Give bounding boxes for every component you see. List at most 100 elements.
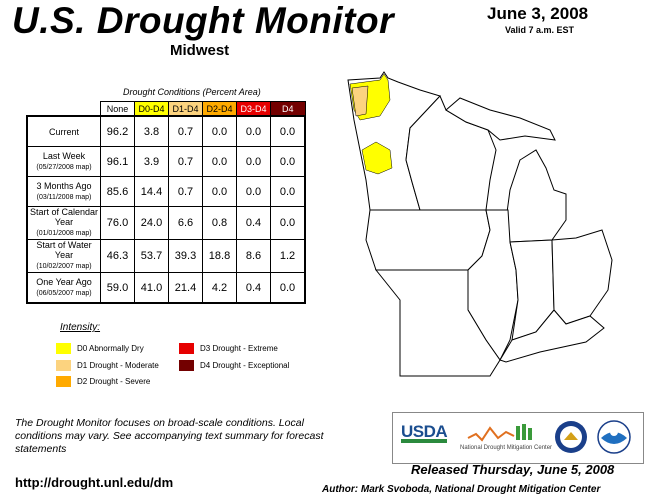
row-label-text: Last Week — [42, 150, 86, 161]
state-ohio — [551, 229, 613, 325]
cell-value: 0.7 — [168, 146, 203, 177]
cell-value: 0.4 — [236, 206, 271, 240]
table-row-last-week: Last Week (05/27/2008 map) 96.1 3.9 0.7 0… — [26, 146, 306, 177]
table-row-one-year-ago: One Year Ago (06/05/2007 map) 59.0 41.0 2… — [26, 272, 306, 304]
legend-title: Intensity: — [60, 322, 101, 333]
legend-label: D1 Drought - Moderate — [77, 361, 159, 370]
col-header-d3-d4: D3-D4 — [236, 101, 271, 117]
page-title: U.S. Drought Monitor — [12, 0, 394, 41]
legend-swatch — [179, 360, 194, 371]
cell-value: 21.4 — [168, 272, 203, 304]
cell-value: 3.8 — [134, 115, 169, 147]
valid-time: Valid 7 a.m. EST — [505, 25, 575, 35]
cell-value: 0.0 — [270, 146, 306, 177]
row-label: Start of Water Year (10/02/2007 map) — [26, 239, 101, 273]
cell-value: 0.0 — [236, 176, 271, 207]
table-row-current: Current 96.2 3.8 0.7 0.0 0.0 0.0 — [26, 115, 306, 147]
row-label: Last Week (05/27/2008 map) — [26, 146, 101, 177]
cell-value: 53.7 — [134, 239, 169, 273]
row-label-text: Start of Water Year — [36, 240, 92, 260]
drought-area-d1 — [351, 85, 369, 117]
row-label-sub: (01/01/2008 map) — [36, 230, 92, 237]
midwest-map — [347, 71, 613, 377]
cell-value: 96.1 — [100, 146, 135, 177]
table-row-start-calendar-year: Start of Calendar Year (01/01/2008 map) 7… — [26, 206, 306, 240]
legend-swatch — [56, 360, 71, 371]
legend-item-d0: D0 Abnormally Dry — [56, 343, 144, 354]
state-michigan-up — [445, 97, 556, 141]
row-label-text: 3 Months Ago — [36, 180, 92, 191]
cell-value: 0.7 — [168, 176, 203, 207]
cell-value: 18.8 — [202, 239, 237, 273]
legend-item-d3: D3 Drought - Extreme — [179, 343, 278, 354]
cell-value: 0.0 — [270, 206, 306, 240]
cell-value: 1.2 — [270, 239, 306, 273]
cell-value: 76.0 — [100, 206, 135, 240]
release-date: Released Thursday, June 5, 2008 — [411, 462, 615, 477]
state-michigan-lp — [505, 149, 567, 243]
cell-value: 46.3 — [100, 239, 135, 273]
cell-value: 24.0 — [134, 206, 169, 240]
row-label-sub: (06/05/2007 map) — [36, 289, 92, 297]
map-date: June 3, 2008 — [487, 4, 589, 23]
legend-item-d1: D1 Drought - Moderate — [56, 360, 159, 371]
table-caption: Drought Conditions (Percent Area) — [123, 87, 261, 97]
row-label: Current — [26, 115, 101, 147]
col-header-none: None — [100, 101, 135, 117]
cell-value: 3.9 — [134, 146, 169, 177]
legend-label: D3 Drought - Extreme — [200, 344, 278, 353]
usda-logo: USDA — [401, 422, 448, 441]
cell-value: 0.0 — [236, 115, 271, 147]
row-label-sub: (03/11/2008 map) — [36, 193, 92, 201]
website-url[interactable]: http://drought.unl.edu/dm — [15, 475, 174, 490]
state-iowa — [365, 209, 491, 271]
row-label: One Year Ago (06/05/2007 map) — [26, 272, 101, 304]
legend-item-d4: D4 Drought - Exceptional — [179, 360, 289, 371]
table-row-3-months-ago: 3 Months Ago (03/11/2008 map) 85.6 14.4 0… — [26, 176, 306, 207]
cell-value: 0.8 — [202, 206, 237, 240]
cell-value: 96.2 — [100, 115, 135, 147]
author-credit: Author: Mark Svoboda, National Drought M… — [322, 484, 601, 495]
cell-value: 85.6 — [100, 176, 135, 207]
cell-value: 0.0 — [202, 176, 237, 207]
cell-value: 0.0 — [202, 115, 237, 147]
col-header-d0-d4: D0-D4 — [134, 101, 169, 117]
row-label-sub: (10/02/2007 map) — [36, 263, 92, 270]
row-label-sub: (05/27/2008 map) — [36, 163, 92, 171]
legend-label: D0 Abnormally Dry — [77, 344, 144, 353]
col-header-d4: D4 — [270, 101, 306, 117]
disclaimer-note: The Drought Monitor focuses on broad-sca… — [15, 417, 324, 455]
row-label-text: Current — [48, 126, 79, 137]
legend-swatch — [56, 343, 71, 354]
commerce-seal-icon — [554, 420, 588, 459]
cell-value: 8.6 — [236, 239, 271, 273]
region-title: Midwest — [170, 42, 230, 59]
cell-value: 59.0 — [100, 272, 135, 304]
legend-label: D4 Drought - Exceptional — [200, 361, 290, 370]
cell-value: 41.0 — [134, 272, 169, 304]
legend-label: D2 Drought - Severe — [77, 377, 151, 386]
cell-value: 0.0 — [270, 115, 306, 147]
table-row-start-water-year: Start of Water Year (10/02/2007 map) 46.3… — [26, 239, 306, 273]
cell-value: 0.0 — [270, 272, 306, 304]
col-header-d1-d4: D1-D4 — [168, 101, 203, 117]
drought-area-d0-west-central — [361, 141, 393, 175]
legend-swatch — [56, 376, 71, 387]
noaa-logo-icon — [597, 420, 631, 459]
col-header-d2-d4: D2-D4 — [202, 101, 237, 117]
usda-logo-bar — [401, 439, 447, 443]
cell-value: 4.2 — [202, 272, 237, 304]
row-label-text: Start of Calendar Year — [29, 207, 99, 227]
cell-value: 0.7 — [168, 115, 203, 147]
row-label-text: One Year Ago — [36, 276, 92, 287]
cell-value: 0.0 — [270, 176, 306, 207]
ndmc-logo-text: National Drought Mitigation Center — [460, 445, 553, 451]
table-header-row: None D0-D4 D1-D4 D2-D4 D3-D4 D4 — [27, 101, 306, 117]
state-kentucky — [499, 309, 605, 363]
header-blank-cell — [27, 102, 101, 117]
legend-item-d2: D2 Drought - Severe — [56, 376, 150, 387]
row-label: 3 Months Ago (03/11/2008 map) — [26, 176, 101, 207]
cell-value: 0.4 — [236, 272, 271, 304]
cell-value: 0.0 — [202, 146, 237, 177]
cell-value: 14.4 — [134, 176, 169, 207]
